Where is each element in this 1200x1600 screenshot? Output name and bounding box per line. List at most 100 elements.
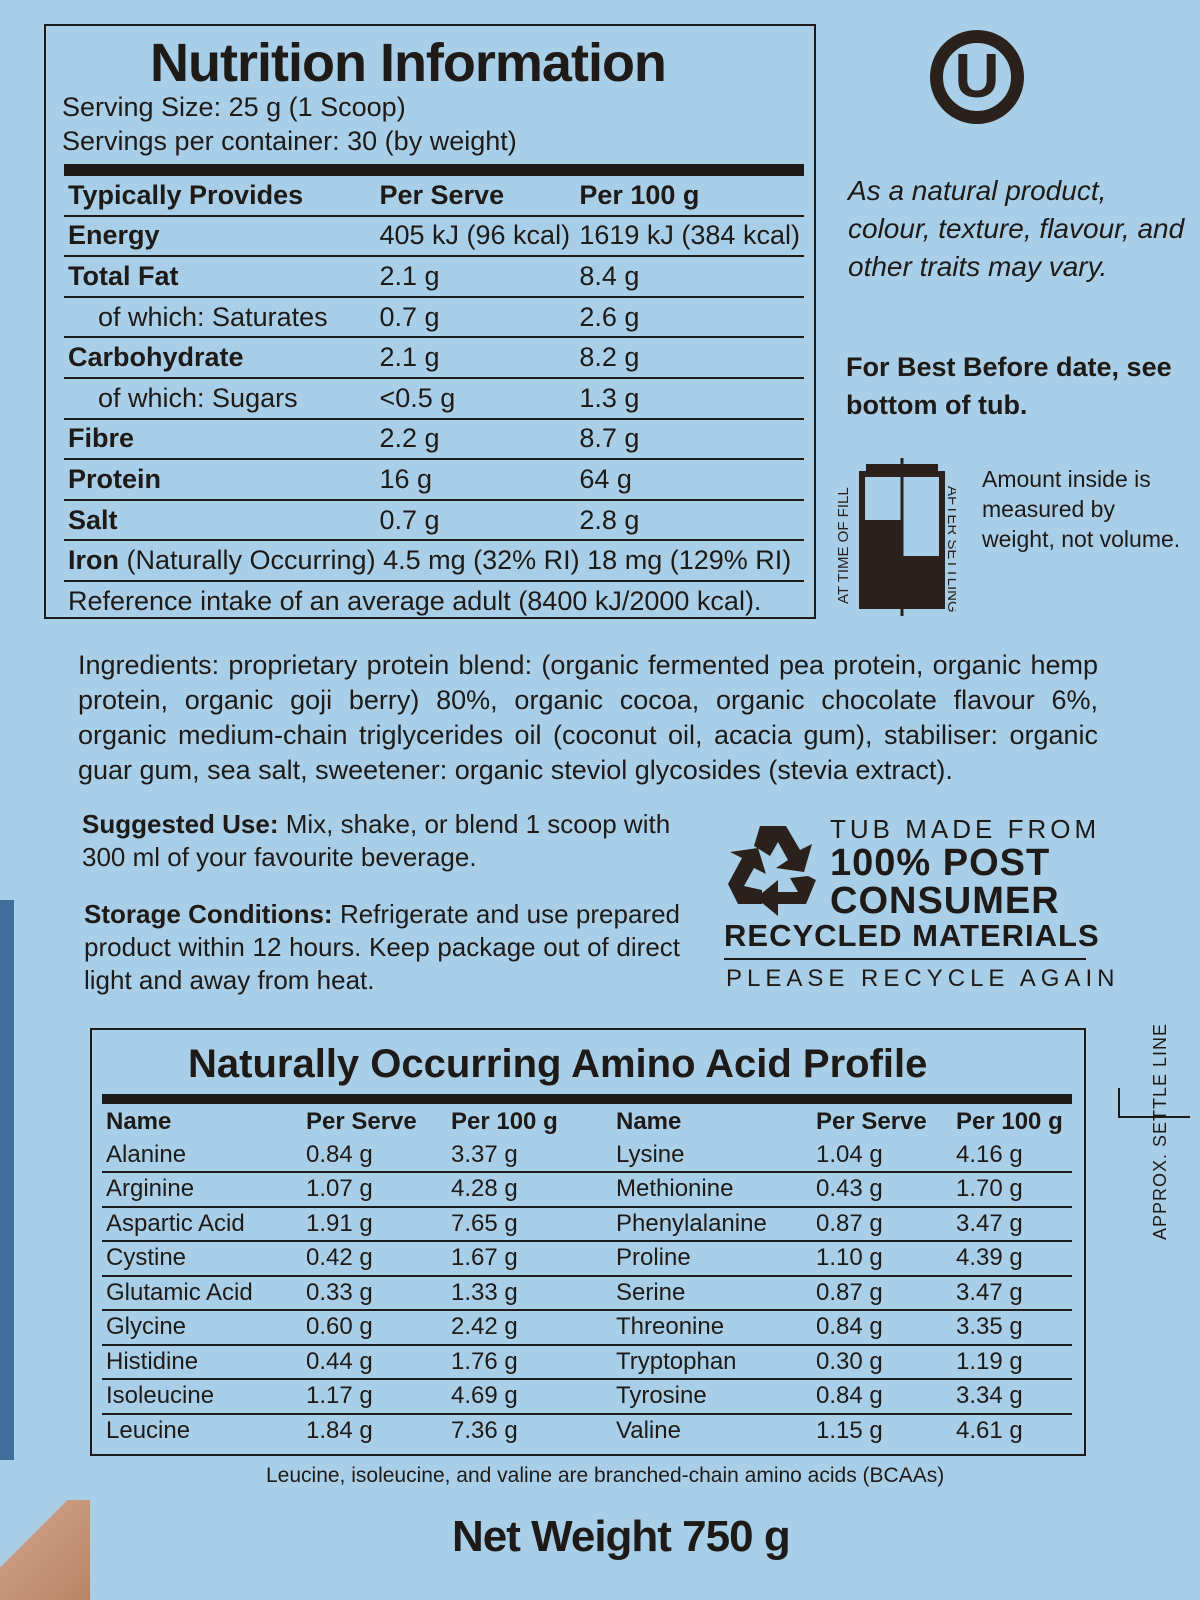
- amino-per-serve: 0.33 g: [302, 1275, 447, 1311]
- natural-product-note: As a natural product, colour, texture, f…: [848, 175, 1185, 282]
- amino-per-100g: 3.35 g: [952, 1310, 1072, 1346]
- nutrient-per-serve: 405 kJ (96 kcal): [375, 215, 576, 258]
- amino-table: Name Per Serve Per 100 g Name Per Serve …: [102, 1106, 1072, 1447]
- amino-row: Aspartic Acid 1.91 g 7.65 g Phenylalanine 0.…: [102, 1206, 1072, 1242]
- nutrient-per-100g: 8.7 g: [575, 418, 804, 461]
- amino-per-serve: 1.91 g: [302, 1206, 447, 1242]
- nutrient-per-100g: 2.8 g: [575, 499, 804, 542]
- recycle-line-2: 100% POST: [830, 842, 1051, 884]
- storage-text: Refrigerate and use prepared product wit…: [84, 899, 680, 995]
- iron-note: (Naturally Occurring): [126, 545, 376, 576]
- servings-per-container: Servings per container: 30 (by weight): [62, 126, 517, 156]
- amino-header-row: Name Per Serve Per 100 g Name Per Serve …: [102, 1106, 1072, 1139]
- amino-name: Serine: [612, 1275, 812, 1311]
- amino-name: Histidine: [102, 1344, 302, 1380]
- serving-size: Serving Size: 25 g (1 Scoop): [62, 92, 406, 122]
- recycle-icon: [728, 826, 816, 916]
- amino-divider: [102, 1094, 1072, 1104]
- nutrient-per-100g: 8.4 g: [575, 256, 804, 298]
- nutrition-divider: [64, 164, 804, 176]
- storage-label: Storage Conditions:: [84, 899, 333, 929]
- amino-row: Glutamic Acid 0.33 g 1.33 g Serine 0.87 g 3.4…: [102, 1275, 1072, 1311]
- amino-per-100g: 3.34 g: [952, 1379, 1072, 1415]
- nutrient-per-serve: 2.1 g: [375, 337, 576, 379]
- nutrition-row-reference: Reference intake of an average adult (84…: [64, 581, 804, 621]
- amino-per-serve: 0.87 g: [812, 1275, 952, 1311]
- amino-per-serve: 1.17 g: [302, 1379, 447, 1415]
- header-typically-provides: Typically Provides: [64, 176, 376, 217]
- nutrient-per-serve: <0.5 g: [375, 377, 576, 420]
- after-settling-label: AFTER SETTLING: [944, 486, 956, 613]
- kosher-u-logo: U: [930, 30, 1024, 124]
- ingredients-text: Ingredients: proprietary protein blend: …: [78, 650, 1098, 785]
- recycle-line-5: PLEASE RECYCLE AGAIN: [726, 965, 1120, 992]
- amino-per-100g: 2.42 g: [447, 1310, 612, 1346]
- amino-per-100g: 3.37 g: [447, 1138, 612, 1173]
- amino-per-serve: 1.84 g: [306, 1416, 373, 1444]
- nutrient-per-100g: 64 g: [575, 459, 804, 501]
- amino-per-100g: 4.69 g: [447, 1379, 612, 1415]
- amino-name: Lysine: [612, 1138, 812, 1173]
- nutrient-per-serve: 0.7 g: [375, 296, 576, 339]
- nutrient-per-100g: 1619 kJ (384 kcal): [575, 215, 804, 258]
- nutrition-header-row: Typically Provides Per Serve Per 100 g: [64, 176, 804, 217]
- nutrient-per-serve: 16 g: [375, 459, 576, 501]
- amino-per-100g: 7.36 g: [451, 1416, 518, 1444]
- header-per-100g: Per 100 g: [451, 1108, 558, 1136]
- amino-name: Arginine: [102, 1172, 302, 1208]
- amino-name: Threonine: [612, 1310, 812, 1346]
- header-name: Name: [616, 1108, 682, 1136]
- package-edge-tan: [0, 1500, 90, 1600]
- header-per-100g: Per 100 g: [956, 1108, 1063, 1136]
- best-before-note: For Best Before date, see bottom of tub.: [846, 352, 1172, 420]
- iron-values: 4.5 mg (32% RI) 18 mg (129% RI): [383, 545, 792, 576]
- net-weight: Net Weight 750 g: [452, 1512, 791, 1561]
- nutrient-name: Fibre: [64, 418, 376, 461]
- bcaa-note: Leucine, isoleucine, and valine are bran…: [266, 1464, 945, 1487]
- nutrition-panel: Nutrition Information Serving Size: 25 g…: [44, 24, 816, 619]
- header-per-serve: Per Serve: [306, 1108, 417, 1136]
- amino-per-serve: 1.04 g: [812, 1138, 952, 1173]
- amino-name: Glutamic Acid: [102, 1275, 302, 1311]
- amino-per-100g: 3.47 g: [952, 1275, 1072, 1311]
- nutrient-per-serve: 0.7 g: [375, 499, 576, 542]
- amino-per-100g: 1.67 g: [447, 1241, 612, 1277]
- nutrient-per-100g: 8.2 g: [575, 337, 804, 379]
- amino-per-serve: 1.10 g: [812, 1241, 952, 1277]
- amino-per-100g: 1.76 g: [447, 1344, 612, 1380]
- suggested-use: Suggested Use: Mix, shake, or blend 1 sc…: [82, 808, 678, 874]
- header-per-serve: Per Serve: [375, 176, 576, 217]
- recycle-line-3: CONSUMER: [830, 880, 1060, 922]
- amino-per-serve: 1.07 g: [302, 1172, 447, 1208]
- nutrient-name: Total Fat: [64, 256, 376, 298]
- amino-name: Tyrosine: [612, 1379, 812, 1415]
- storage-conditions: Storage Conditions: Refrigerate and use …: [84, 898, 680, 997]
- nutrient-per-serve: 2.1 g: [375, 256, 576, 298]
- amino-name: Methionine: [612, 1172, 812, 1208]
- amino-row: Leucine 1.84 g 7.36 g Valine 1.15 g 4.61 g: [102, 1414, 1072, 1448]
- nutrition-row-sugars: of which: Sugars <0.5 g 1.3 g: [64, 377, 804, 420]
- nutrient-name: Salt: [64, 499, 376, 542]
- nutrition-title: Nutrition Information: [150, 33, 667, 93]
- amino-name: Aspartic Acid: [102, 1206, 302, 1242]
- nutrition-row-salt: Salt 0.7 g 2.8 g: [64, 499, 804, 542]
- nutrition-row-iron: Iron (Naturally Occurring) 4.5 mg (32% R…: [64, 540, 804, 582]
- reference-intake: Reference intake of an average adult (84…: [68, 585, 762, 616]
- recycle-divider: [724, 958, 1086, 960]
- amino-per-serve: 0.84 g: [302, 1138, 447, 1173]
- nutrition-row-carbohydrate: Carbohydrate 2.1 g 8.2 g: [64, 337, 804, 379]
- amino-per-100g: 4.16 g: [952, 1138, 1072, 1173]
- amino-per-serve: 0.42 g: [302, 1241, 447, 1277]
- recycle-line-4: RECYCLED MATERIALS: [724, 918, 1100, 953]
- amino-row: Isoleucine 1.17 g 4.69 g Tyrosine 0.84 g 3.34…: [102, 1379, 1072, 1415]
- nutrient-name: Protein: [64, 459, 376, 501]
- amino-per-serve: 0.84 g: [812, 1310, 952, 1346]
- fill-level-icon: AT TIME OF FILL AFTER SETTLING: [836, 458, 956, 616]
- header-per-serve: Per Serve: [816, 1108, 927, 1136]
- amino-per-100g: 4.61 g: [956, 1416, 1023, 1444]
- nutrition-row-protein: Protein 16 g 64 g: [64, 459, 804, 501]
- settle-line-label: APPROX. SETTLE LINE: [1150, 1022, 1170, 1240]
- nutrient-name: of which: Sugars: [64, 377, 376, 420]
- nutrient-name: of which: Saturates: [64, 296, 376, 339]
- recycle-line-2-3: 100% POST CONSUMER: [830, 844, 1060, 920]
